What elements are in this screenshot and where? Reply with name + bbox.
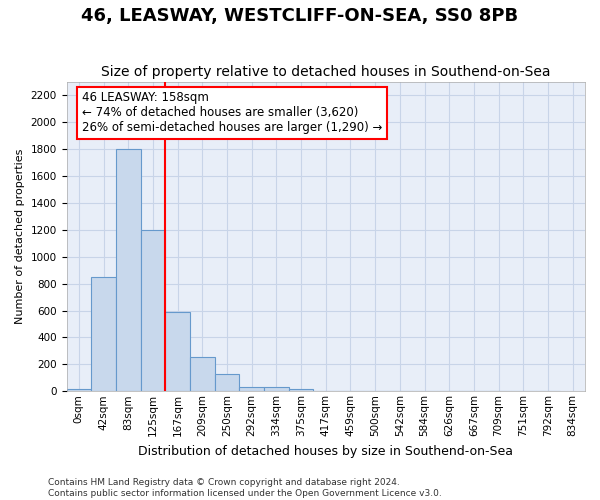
Bar (289, 388, 313, 392)
Bar (116, 150, 140, 392)
Bar (239, 386, 264, 392)
X-axis label: Distribution of detached houses by size in Southend-on-Sea: Distribution of detached houses by size … (138, 444, 513, 458)
Title: Size of property relative to detached houses in Southend-on-Sea: Size of property relative to detached ho… (101, 66, 551, 80)
Bar (91, 277, 116, 392)
Bar (215, 374, 239, 392)
Bar (140, 230, 165, 392)
Text: 46 LEASWAY: 158sqm
← 74% of detached houses are smaller (3,620)
26% of semi-deta: 46 LEASWAY: 158sqm ← 74% of detached hou… (82, 92, 382, 134)
Bar (165, 312, 190, 392)
Bar (67, 388, 91, 392)
Text: 46, LEASWAY, WESTCLIFF-ON-SEA, SS0 8PB: 46, LEASWAY, WESTCLIFF-ON-SEA, SS0 8PB (82, 8, 518, 26)
Y-axis label: Number of detached properties: Number of detached properties (15, 149, 25, 324)
Text: Contains HM Land Registry data © Crown copyright and database right 2024.
Contai: Contains HM Land Registry data © Crown c… (48, 478, 442, 498)
Bar (264, 386, 289, 392)
Bar (190, 357, 215, 392)
